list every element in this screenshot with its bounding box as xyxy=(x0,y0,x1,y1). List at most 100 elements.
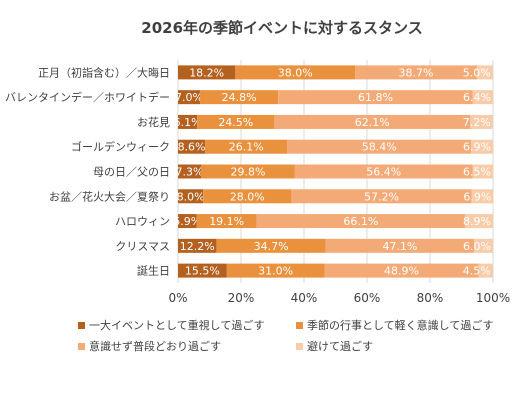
data-label: 61.8% xyxy=(358,91,393,104)
category-labels: 正月（初詣含む）／大晦日バレンタインデー／ホワイトデーお花見ゴールデンウィーク母… xyxy=(5,65,170,277)
bar-segment xyxy=(471,189,494,204)
x-tick-label: 80% xyxy=(417,291,444,305)
legend-label: 一大イベントとして重視して過ごす xyxy=(89,318,264,332)
data-label: 6.5% xyxy=(463,166,491,179)
data-label: 56.4% xyxy=(366,166,401,179)
data-label: 48.9% xyxy=(384,265,419,278)
bar-segment xyxy=(203,189,292,204)
data-label: 26.1% xyxy=(229,141,264,154)
bar-segment xyxy=(178,238,217,253)
bar-segment xyxy=(205,139,288,154)
bar-segment xyxy=(324,263,479,278)
data-label: 7.3% xyxy=(176,166,204,179)
data-label: 4.5% xyxy=(463,265,491,278)
data-label: 24.5% xyxy=(218,116,253,129)
bar-segment xyxy=(472,90,493,105)
category-label: お盆／花火大会／夏祭り xyxy=(49,189,170,203)
x-tick-label: 100% xyxy=(476,291,510,305)
bar-segment xyxy=(178,65,236,80)
data-label: 8.6% xyxy=(178,141,206,154)
data-label: 58.4% xyxy=(362,141,397,154)
bar-segment xyxy=(464,214,493,229)
data-label: 8.0% xyxy=(177,190,205,203)
bar-segment xyxy=(235,65,356,80)
bar-segment xyxy=(200,164,295,179)
bar-segment xyxy=(226,263,325,278)
bar-segment xyxy=(287,139,472,154)
data-label: 6.0% xyxy=(463,240,491,253)
category-label: ハロウィン xyxy=(115,215,170,228)
legend-label: 避けて過ごす xyxy=(307,339,373,353)
x-axis-ticks: 0% 20% 40% 60% 80% 100% xyxy=(168,291,510,305)
bar-segment xyxy=(472,164,493,179)
bar-segment xyxy=(216,238,326,253)
data-label: 12.2% xyxy=(180,240,215,253)
data-label: 5.0% xyxy=(463,66,491,79)
data-label: 47.1% xyxy=(382,240,417,253)
category-label: ゴールデンウィーク xyxy=(71,140,170,154)
bar-segment xyxy=(294,164,473,179)
chart-title: 2026年の季節イベントに対するスタンス xyxy=(141,19,422,37)
data-label: 6.4% xyxy=(463,91,491,104)
bar-segment xyxy=(471,139,493,154)
bar-segment xyxy=(325,238,475,253)
data-label: 66.1% xyxy=(343,215,378,228)
bar-segment xyxy=(355,65,477,80)
legend-swatch xyxy=(296,322,303,329)
data-label: 19.1% xyxy=(209,215,244,228)
data-label: 24.8% xyxy=(222,91,257,104)
legend-swatch xyxy=(78,343,85,350)
bar-segment xyxy=(178,214,197,229)
data-label: 18.2% xyxy=(189,66,224,79)
data-label: 6.9% xyxy=(463,141,491,154)
bars: 18.2% 38.0% 38.7% 5.0% 7.0% 24.8% 61.8% 6.4% 6.1… xyxy=(173,65,494,278)
category-label: お花見 xyxy=(137,116,170,129)
category-label: 母の日／父の日 xyxy=(93,166,170,179)
category-label: 正月（初詣含む）／大晦日 xyxy=(38,65,170,79)
legend-label: 季節の行事として軽く意識して過ごす xyxy=(307,318,493,332)
data-label: 38.7% xyxy=(399,66,434,79)
data-label: 28.0% xyxy=(230,190,265,203)
x-tick-label: 20% xyxy=(228,291,255,305)
data-label: 6.9% xyxy=(463,190,491,203)
data-label: 34.7% xyxy=(254,240,289,253)
data-label: 62.1% xyxy=(355,116,390,129)
bar-segment xyxy=(478,263,493,278)
legend-swatch xyxy=(296,343,303,350)
bar-segment xyxy=(178,164,201,179)
data-label: 5.9% xyxy=(173,215,201,228)
bar-segment xyxy=(178,263,227,278)
data-label: 6.1% xyxy=(174,116,202,129)
data-label: 57.2% xyxy=(364,190,399,203)
category-label: バレンタインデー／ホワイトデー xyxy=(5,90,170,104)
data-label: 31.0% xyxy=(258,265,293,278)
legend-swatch xyxy=(78,322,85,329)
bar-segment xyxy=(178,90,201,105)
x-tick-label: 40% xyxy=(291,291,318,305)
bar-segment xyxy=(196,214,257,229)
bar-segment xyxy=(291,189,472,204)
bar-segment xyxy=(476,65,493,80)
data-label: 8.9% xyxy=(463,215,491,228)
bar-segment xyxy=(197,114,275,129)
bar-segment xyxy=(178,139,206,154)
data-label: 29.8% xyxy=(230,166,265,179)
legend: 一大イベントとして重視して過ごす 季節の行事として軽く意識して過ごす意識せず普段ど… xyxy=(78,318,493,353)
data-label: 7.0% xyxy=(175,91,203,104)
x-tick-label: 60% xyxy=(354,291,381,305)
bar-segment xyxy=(274,114,471,129)
bar-segment xyxy=(178,114,198,129)
bar-segment xyxy=(470,114,493,129)
data-label: 15.5% xyxy=(185,265,220,278)
category-label: クリスマス xyxy=(115,240,170,253)
data-label: 7.2% xyxy=(463,116,491,129)
legend-label: 意識せず普段どおり過ごす xyxy=(89,339,221,353)
bar-segment xyxy=(278,90,473,105)
bar-segment xyxy=(178,189,204,204)
bar-segment xyxy=(474,238,493,253)
bar-segment xyxy=(256,214,465,229)
x-tick-label: 0% xyxy=(168,291,187,305)
bar-segment xyxy=(200,90,279,105)
category-label: 誕生日 xyxy=(137,264,170,278)
